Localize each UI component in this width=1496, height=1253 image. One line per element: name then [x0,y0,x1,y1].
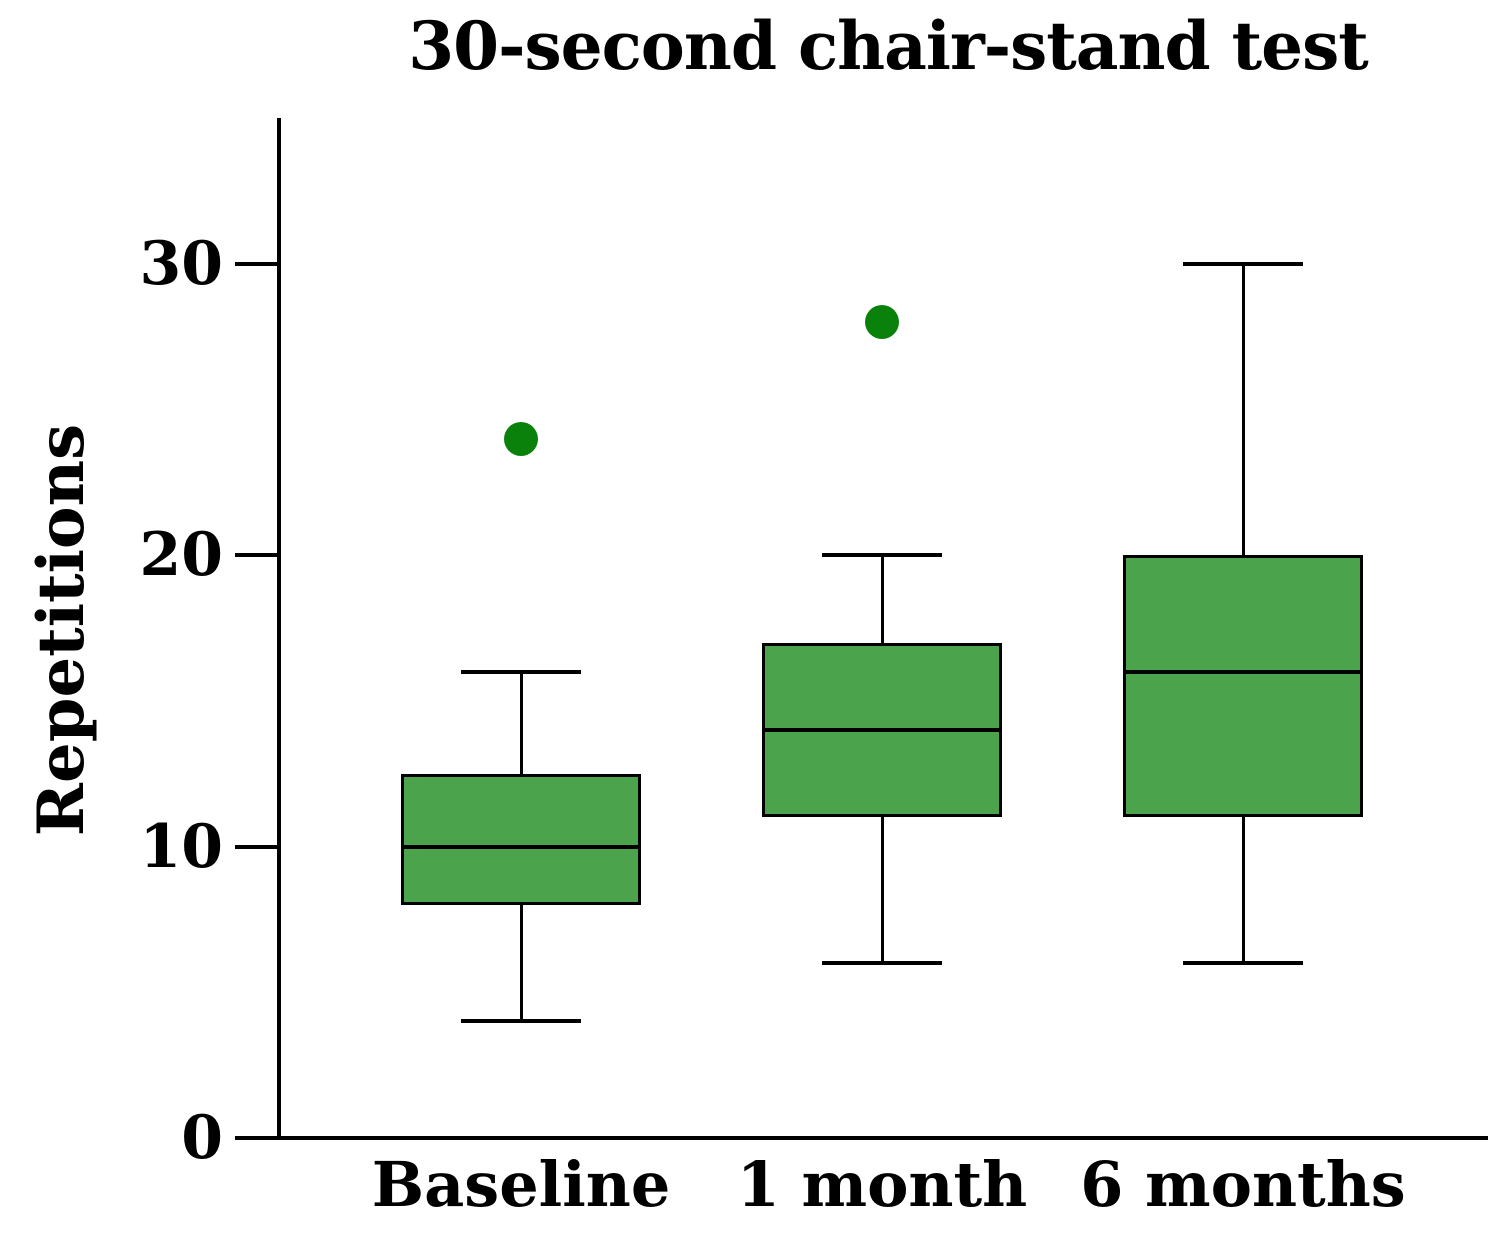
whisker-upper-cap [461,669,581,674]
whisker-lower-line [880,817,884,964]
box-iqr [401,773,641,905]
y-axis-tick-label: 10 [139,811,224,882]
y-axis-tick [235,261,279,266]
x-axis-line [277,1136,1488,1140]
whisker-lower-line [1241,817,1245,964]
whisker-lower-cap [461,1019,581,1024]
whisker-upper-line [1241,263,1245,556]
chart-title: 30-second chair-stand test [408,7,1369,85]
y-axis-tick [235,553,279,558]
median-line [762,728,1002,732]
y-axis-tick [235,844,279,849]
y-axis-tick-label: 20 [139,520,224,591]
y-axis-tick-label: 30 [139,228,224,299]
x-axis-label: 1 month [736,1148,1028,1221]
x-axis-label: 6 months [1080,1148,1406,1221]
whisker-lower-line [519,904,523,1022]
whisker-upper-line [880,555,884,643]
whisker-upper-cap [1183,261,1303,266]
whisker-lower-cap [1183,961,1303,966]
outlier-dot [504,421,538,456]
median-line [401,844,641,849]
whisker-lower-cap [822,961,942,966]
y-axis-line [277,118,281,1140]
y-axis-tick [235,1136,279,1140]
y-axis-tick-label: 0 [181,1103,223,1173]
whisker-upper-line [519,671,523,774]
median-line [1123,669,1363,674]
whisker-upper-cap [822,553,942,558]
x-axis-label: Baseline [371,1148,671,1221]
outlier-dot [865,305,899,339]
box-iqr [1123,555,1363,818]
